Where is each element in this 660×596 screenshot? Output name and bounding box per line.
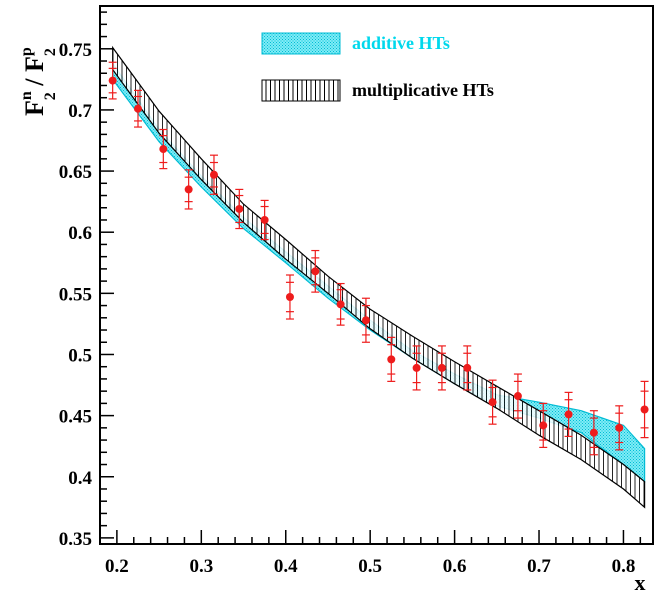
data-marker — [463, 363, 472, 372]
data-marker — [209, 170, 218, 179]
data-point — [260, 199, 269, 241]
y-tick-label: 0.5 — [68, 345, 92, 366]
data-point — [463, 345, 472, 391]
x-tick-label: 0.3 — [189, 556, 213, 577]
data-marker — [108, 76, 117, 85]
data-marker — [640, 405, 649, 414]
y-title-sup-n: n — [18, 91, 35, 100]
band-additive — [112, 61, 646, 483]
data-marker — [361, 316, 370, 325]
data-marker — [311, 267, 320, 276]
y-tick-label: 0.35 — [59, 529, 92, 550]
data-marker — [133, 104, 142, 113]
legend-swatch-multiplicative — [261, 79, 341, 102]
data-point — [209, 154, 218, 195]
x-axis-title: x — [635, 570, 646, 595]
data-point — [311, 249, 320, 293]
x-tick-label: 0.2 — [105, 556, 129, 577]
data-marker — [539, 421, 548, 430]
x-tick-label: 0.7 — [527, 556, 551, 577]
y-axis-title: Fn 2 / Fp 2 — [18, 47, 59, 116]
y-title-sub-2b: 2 — [42, 48, 59, 56]
data-marker — [260, 215, 269, 224]
legend-label-multiplicative: multiplicative HTs — [352, 80, 494, 100]
y-tick-label: 0.75 — [59, 40, 92, 61]
data-point — [336, 282, 345, 326]
y-title-f-denominator: F — [20, 56, 49, 72]
legend: additive HTs multiplicative HTs — [261, 32, 494, 102]
band-multiplicative — [112, 45, 646, 509]
x-tick-label: 0.8 — [612, 556, 636, 577]
x-tick-label: 0.6 — [443, 556, 467, 577]
data-marker — [285, 293, 294, 302]
axis-ticks — [99, 11, 642, 544]
y-title-sup-p: p — [18, 47, 35, 56]
y-tick-labels: 0.35 0.4 0.45 0.5 0.55 0.6 0.65 0.7 0.75 — [59, 40, 93, 550]
data-point — [488, 379, 497, 425]
data-point — [564, 391, 573, 437]
y-tick-label: 0.7 — [68, 101, 92, 122]
x-tick-label: 0.4 — [274, 556, 298, 577]
data-marker — [488, 398, 497, 407]
data-point — [589, 410, 598, 456]
data-marker — [589, 428, 598, 437]
data-points-layer — [108, 61, 649, 456]
data-marker — [564, 410, 573, 419]
data-point — [159, 128, 168, 170]
y-tick-label: 0.55 — [59, 284, 92, 305]
data-point — [133, 89, 142, 128]
plot-frame — [99, 5, 654, 545]
y-tick-label: 0.45 — [59, 407, 92, 428]
data-marker — [437, 363, 446, 372]
data-marker — [615, 423, 624, 432]
data-point — [513, 373, 522, 419]
data-point — [184, 169, 193, 210]
data-point — [108, 61, 117, 100]
data-point — [615, 405, 624, 451]
data-point — [539, 402, 548, 449]
data-point — [285, 274, 294, 320]
bands-layer — [112, 45, 646, 509]
x-tick-labels: 0.2 0.3 0.4 0.5 0.6 0.7 0.8 — [105, 556, 635, 577]
svg-text:Fn2 / Fp2: Fn 2 / Fp 2 — [18, 47, 59, 116]
y-title-f-numerator: F — [20, 100, 49, 116]
data-point — [437, 345, 446, 391]
data-marker — [235, 204, 244, 213]
data-marker — [412, 363, 421, 372]
data-point — [640, 380, 649, 439]
data-marker — [513, 392, 522, 401]
data-point — [412, 345, 421, 391]
y-title-slash: / — [20, 72, 49, 92]
legend-swatch-additive — [261, 32, 341, 55]
data-point — [235, 188, 244, 230]
data-marker — [184, 185, 193, 194]
data-marker — [336, 300, 345, 309]
data-marker — [387, 355, 396, 364]
y-tick-label: 0.4 — [68, 468, 92, 489]
data-marker — [159, 145, 168, 154]
data-point — [387, 336, 396, 382]
data-point — [361, 297, 370, 343]
y-tick-label: 0.65 — [59, 162, 92, 183]
y-tick-label: 0.6 — [68, 223, 92, 244]
x-tick-label: 0.5 — [358, 556, 382, 577]
legend-label-additive: additive HTs — [352, 33, 450, 53]
y-title-sub-2a: 2 — [42, 92, 59, 100]
